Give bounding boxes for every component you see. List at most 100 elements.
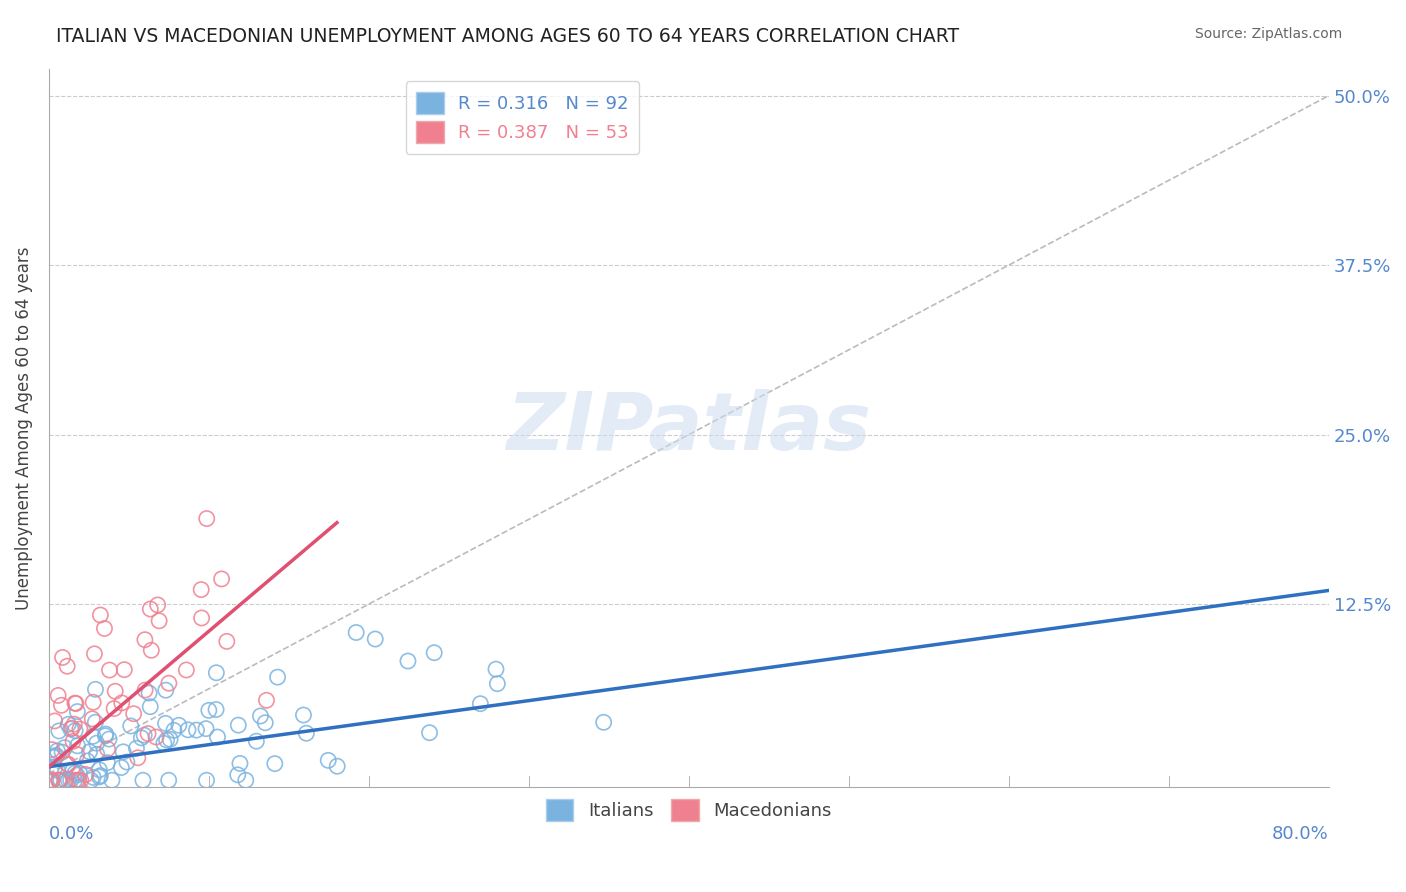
Point [59, 773, 82, 788]
Point [58, 773, 80, 788]
Point [69, 722, 91, 736]
Point [205, 702, 228, 716]
Point [120, 719, 142, 733]
Point [159, 732, 181, 747]
Point [101, 773, 124, 788]
Point [138, 686, 160, 700]
Point [44, 748, 66, 763]
Point [104, 684, 127, 698]
Point [125, 741, 148, 756]
Point [396, 654, 419, 668]
Point [423, 646, 446, 660]
Point [84, 682, 107, 697]
Point [103, 701, 125, 715]
Point [63, 696, 86, 710]
Point [112, 745, 135, 759]
Point [41, 742, 63, 756]
Point [55, 773, 77, 788]
Point [86, 736, 108, 750]
Point [42, 750, 65, 764]
Point [82, 729, 104, 743]
Point [82, 712, 104, 726]
Point [76, 754, 98, 768]
Point [112, 663, 135, 677]
Point [69, 766, 91, 780]
Point [266, 670, 288, 684]
Point [51, 650, 73, 665]
Point [56, 757, 79, 772]
Point [65, 697, 87, 711]
Point [62, 764, 84, 778]
Point [141, 643, 163, 657]
Point [122, 706, 145, 721]
Point [235, 773, 257, 788]
Point [67, 773, 90, 788]
Point [98, 732, 121, 747]
Point [134, 683, 156, 698]
Point [215, 634, 238, 648]
Point [41, 773, 63, 788]
Point [56, 659, 79, 673]
Point [53, 740, 76, 755]
Point [48, 773, 70, 788]
Point [66, 768, 89, 782]
Point [190, 611, 212, 625]
Point [326, 759, 349, 773]
Point [66, 773, 89, 788]
Point [344, 625, 367, 640]
Point [94, 727, 117, 741]
Point [38, 773, 60, 788]
Point [41, 773, 63, 788]
Point [139, 602, 162, 616]
Point [59, 722, 82, 736]
Point [127, 751, 149, 765]
Point [592, 715, 614, 730]
Point [60, 721, 83, 735]
Point [82, 771, 104, 785]
Point [115, 755, 138, 769]
Point [41, 760, 63, 774]
Point [63, 766, 86, 780]
Point [295, 726, 318, 740]
Point [56, 757, 79, 772]
Point [167, 718, 190, 732]
Point [136, 726, 159, 740]
Point [46, 689, 69, 703]
Point [195, 511, 218, 525]
Point [51, 745, 73, 759]
Point [46, 744, 69, 758]
Point [86, 747, 108, 762]
Point [263, 756, 285, 771]
Point [46, 764, 69, 778]
Point [89, 769, 111, 783]
Point [207, 730, 229, 744]
Point [79, 745, 101, 759]
Point [245, 734, 267, 748]
Point [131, 731, 153, 745]
Point [45, 748, 67, 763]
Point [155, 716, 177, 731]
Point [51, 698, 73, 713]
Point [139, 699, 162, 714]
Point [198, 703, 221, 717]
Text: ITALIAN VS MACEDONIAN UNEMPLOYMENT AMONG AGES 60 TO 64 YEARS CORRELATION CHART: ITALIAN VS MACEDONIAN UNEMPLOYMENT AMONG… [56, 27, 959, 45]
Y-axis label: Unemployment Among Ages 60 to 64 years: Unemployment Among Ages 60 to 64 years [15, 246, 32, 609]
Point [205, 665, 228, 680]
Point [176, 663, 198, 677]
Point [177, 723, 200, 737]
Point [49, 773, 72, 788]
Point [94, 729, 117, 743]
Point [195, 773, 218, 788]
Point [134, 632, 156, 647]
Text: ZIPatlas: ZIPatlas [506, 389, 872, 467]
Point [89, 770, 111, 784]
Point [75, 767, 97, 781]
Point [163, 723, 186, 738]
Point [39, 773, 62, 788]
Point [110, 760, 132, 774]
Point [80, 773, 103, 788]
Point [226, 768, 249, 782]
Point [486, 676, 509, 690]
Point [485, 662, 508, 676]
Point [229, 756, 252, 771]
